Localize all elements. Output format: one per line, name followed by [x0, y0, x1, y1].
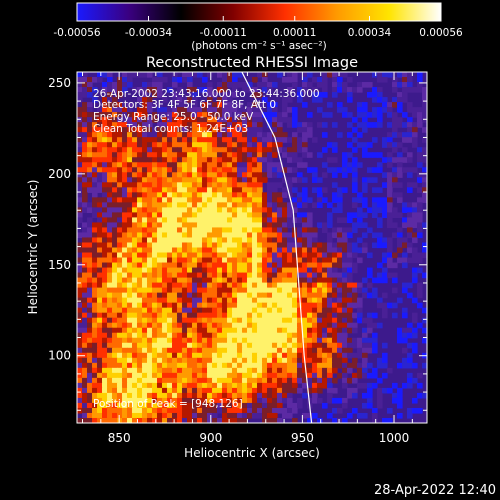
colorbar: -0.00056 -0.00034 -0.00011 0.00011 0.00034 0.…: [53, 2, 463, 52]
y-tick-label: 200: [48, 167, 71, 181]
annotation-energy-range: Energy Range: 25.0 - 50.0 keV: [93, 111, 254, 123]
colorbar-tick-label: -0.00056: [53, 27, 101, 39]
limb-curve: [241, 72, 313, 423]
image-pixels: [77, 72, 427, 423]
colorbar-units: (photons cm⁻² s⁻¹ asec⁻²): [191, 40, 326, 52]
footer-timestamp: 28-Apr-2022 12:40: [374, 483, 496, 498]
x-axis-label: Heliocentric X (arcsec): [184, 446, 320, 460]
colorbar-frame: [76, 2, 442, 22]
colorbar-tick-label: 0.00056: [419, 27, 463, 39]
image-area: [77, 72, 427, 423]
colorbar-tick-label: -0.00011: [200, 27, 247, 39]
x-tick-label: 850: [108, 431, 131, 445]
colorbar-gradient: [77, 3, 441, 21]
colorbar-tick-label: 0.00011: [273, 27, 316, 39]
x-tick-label: 950: [291, 431, 314, 445]
y-tick-label: 150: [48, 258, 71, 272]
axis-ticks: 850 900 950 1000 100 150 200 250: [48, 72, 427, 445]
annotations: 26-Apr-2002 23:43:16.000 to 23:44:36.000…: [93, 88, 320, 410]
y-axis-label: Heliocentric Y (arcsec): [26, 180, 40, 315]
y-tick-label: 100: [48, 349, 71, 363]
x-tick-label: 1000: [379, 431, 410, 445]
colorbar-ticks: -0.00056 -0.00034 -0.00011 0.00011 0.00034 0.…: [53, 16, 463, 39]
colorbar-tick-label: 0.00034: [348, 27, 392, 39]
annotation-clean-counts: Clean Total counts: 1.24E+03: [93, 123, 248, 135]
peak-position-label: Position of Peak = [948,126]: [93, 398, 243, 410]
annotation-time-range: 26-Apr-2002 23:43:16.000 to 23:44:36.000: [93, 88, 320, 100]
x-tick-label: 900: [199, 431, 222, 445]
plot-frame: [76, 71, 428, 424]
colorbar-tick-label: -0.00034: [125, 27, 173, 39]
annotation-detectors: Detectors: 3F 4F 5F 6F 7F 8F, Att 0: [93, 99, 276, 111]
plot-title: Reconstructed RHESSI Image: [146, 55, 358, 71]
y-tick-label: 250: [48, 76, 71, 90]
